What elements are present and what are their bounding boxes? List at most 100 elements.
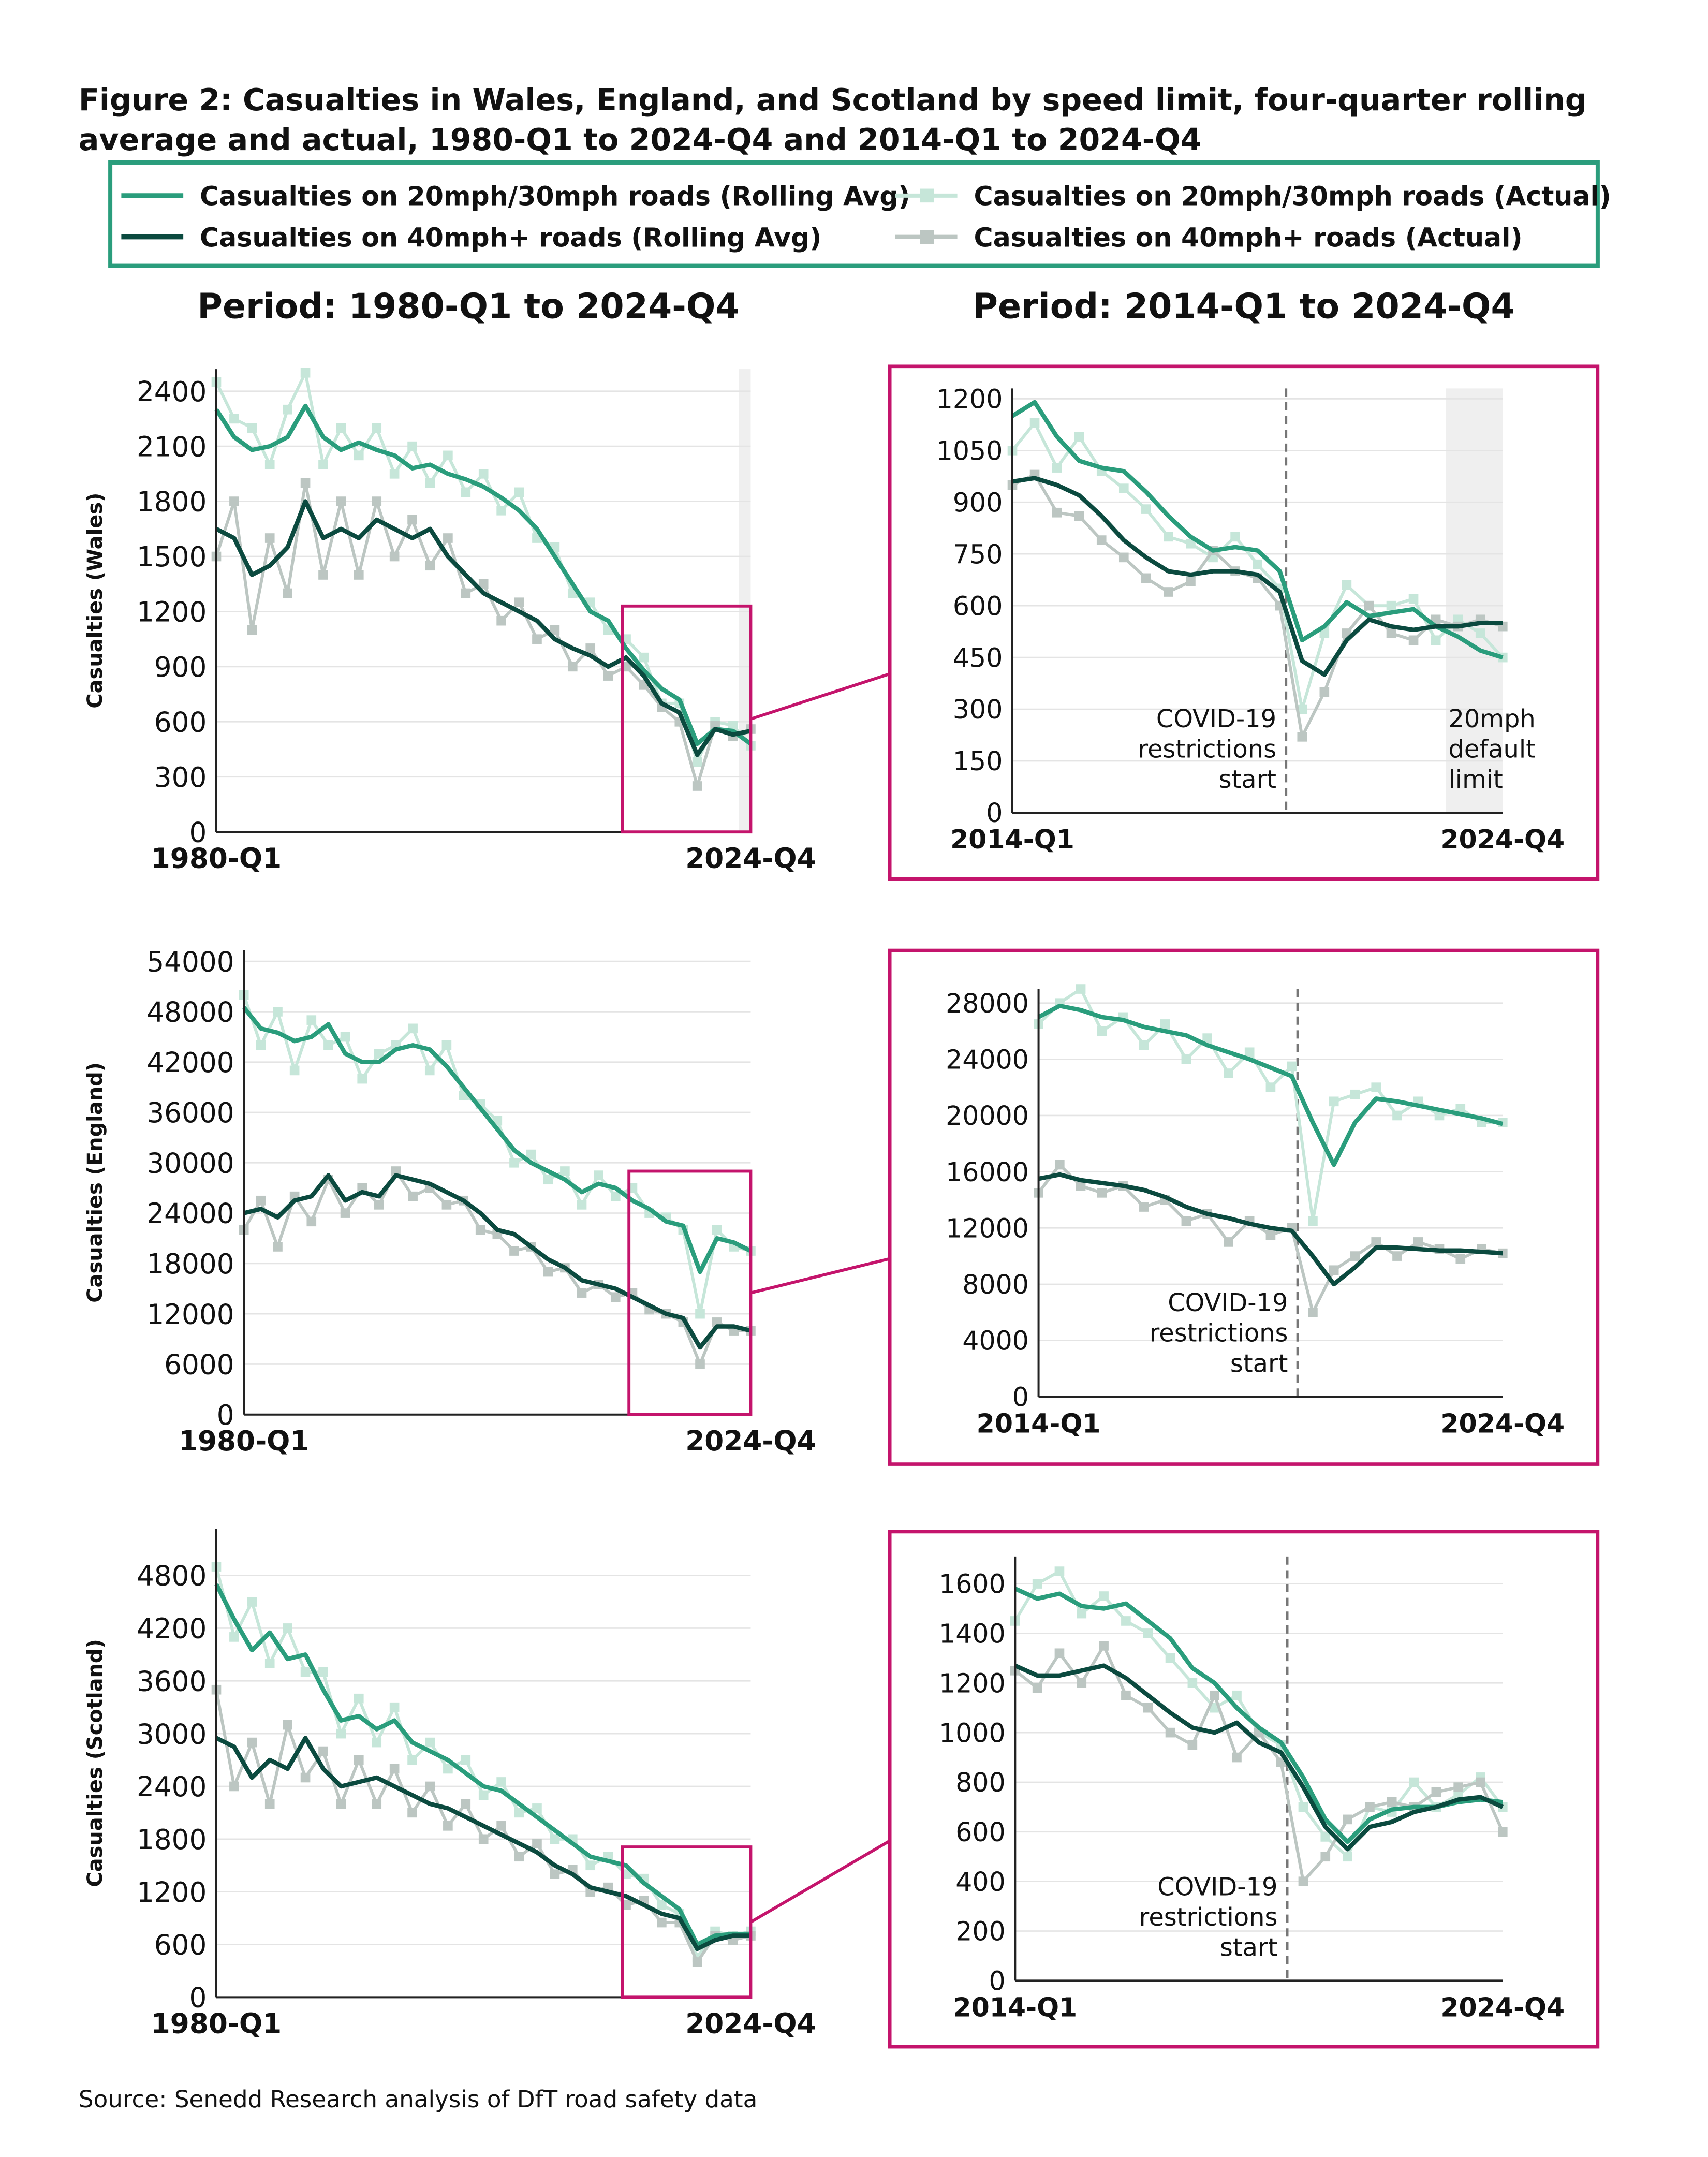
marker <box>229 414 239 424</box>
marker <box>585 1860 596 1871</box>
marker <box>514 1852 524 1862</box>
marker <box>357 1183 367 1193</box>
marker <box>1365 1802 1375 1812</box>
marker <box>1413 1237 1423 1247</box>
marker <box>692 781 702 791</box>
marker <box>1408 635 1419 645</box>
legend-label: Casualties on 20mph/30mph roads (Rolling… <box>200 181 910 211</box>
marker <box>461 588 471 598</box>
marker <box>610 1191 621 1201</box>
y-tick-label: 28000 <box>946 988 1029 1019</box>
x-tick-label: 2024-Q4 <box>685 1425 816 1457</box>
marker <box>264 460 275 469</box>
marker <box>1475 628 1485 638</box>
marker <box>306 1216 317 1227</box>
annotation: COVID-19 <box>1168 1289 1288 1317</box>
marker <box>408 1023 418 1034</box>
marker <box>1121 1616 1131 1626</box>
zoom-connector <box>750 672 891 721</box>
marker <box>283 588 292 598</box>
y-tick-label: 1050 <box>936 436 1003 466</box>
marker <box>1076 984 1086 994</box>
y-tick-label: 16000 <box>946 1157 1029 1187</box>
marker <box>1319 687 1330 697</box>
x-tick-label: 1980-Q1 <box>151 2008 282 2040</box>
marker <box>1244 1047 1255 1058</box>
marker <box>1342 580 1352 590</box>
marker <box>389 1764 400 1774</box>
marker <box>1052 507 1062 518</box>
marker <box>1392 1251 1402 1261</box>
marker <box>543 1267 553 1277</box>
column-heading: Period: 2014-Q1 to 2024-Q4 <box>973 286 1514 327</box>
y-tick-label: 1200 <box>137 596 207 628</box>
marker <box>247 1737 257 1748</box>
rolling-line <box>1014 1663 1504 1852</box>
marker <box>1032 1579 1042 1589</box>
legend-marker <box>920 188 934 203</box>
panel-frame <box>888 948 1600 1466</box>
marker <box>1096 535 1107 545</box>
marker <box>1141 504 1151 514</box>
x-tick-label: 2024-Q4 <box>1440 1992 1565 2023</box>
marker <box>336 496 346 506</box>
x-tick-label: 1980-Q1 <box>151 842 282 874</box>
marker <box>247 423 257 433</box>
title-line: average and actual, 1980-Q1 to 2024-Q4 a… <box>79 122 1202 157</box>
rolling-line <box>215 1736 751 1951</box>
marker <box>256 1040 266 1050</box>
annotation: restrictions <box>1138 736 1276 764</box>
y-tick-label: 450 <box>953 642 1003 673</box>
y-tick-label: 600 <box>154 706 207 738</box>
marker <box>1164 532 1173 542</box>
actual-line <box>215 1566 752 1959</box>
x-tick-label: 2024-Q4 <box>685 2008 816 2040</box>
marker <box>478 1790 489 1800</box>
y-tick-label: 400 <box>955 1867 1005 1897</box>
rolling-line <box>242 1006 752 1274</box>
y-tick-label: 750 <box>953 539 1003 569</box>
y-tick-label: 2400 <box>137 376 207 408</box>
y-tick-label: 1200 <box>936 384 1003 415</box>
marker <box>1181 1054 1191 1064</box>
annotation: restrictions <box>1150 1319 1288 1348</box>
marker <box>1386 628 1396 638</box>
marker <box>357 1074 367 1084</box>
marker <box>1164 587 1173 597</box>
marker <box>1139 1202 1149 1212</box>
marker <box>354 1755 364 1765</box>
marker <box>336 423 346 433</box>
marker <box>264 1799 275 1809</box>
marker <box>283 404 292 415</box>
marker <box>407 1755 417 1765</box>
x-tick-label: 2024-Q4 <box>1440 1408 1565 1439</box>
y-tick-label: 48000 <box>146 996 234 1029</box>
marker <box>1371 1237 1381 1247</box>
marker <box>1371 1082 1381 1092</box>
marker <box>1121 1690 1131 1700</box>
marker <box>1160 1019 1170 1029</box>
marker <box>372 1799 382 1809</box>
marker <box>1232 1752 1242 1763</box>
y-tick-label: 24000 <box>146 1198 234 1230</box>
marker <box>1076 1181 1086 1191</box>
marker <box>657 1900 667 1910</box>
actual-line <box>1037 987 1503 1223</box>
marker <box>1186 577 1196 586</box>
marker <box>514 487 524 497</box>
zoom-connector <box>749 1839 891 1924</box>
marker <box>1187 1678 1198 1688</box>
marker <box>318 460 328 469</box>
marker <box>478 1834 489 1844</box>
marker <box>514 1808 524 1818</box>
y-tick-label: 0 <box>986 798 1003 828</box>
legend-label: Casualties on 40mph+ roads (Actual) <box>974 222 1522 253</box>
marker <box>407 1808 417 1818</box>
marker <box>532 634 542 644</box>
marker <box>1054 1566 1065 1576</box>
marker <box>340 1032 350 1042</box>
rolling-line <box>1012 476 1503 677</box>
marker <box>461 487 471 497</box>
marker <box>1298 1876 1308 1887</box>
marker <box>247 625 257 635</box>
